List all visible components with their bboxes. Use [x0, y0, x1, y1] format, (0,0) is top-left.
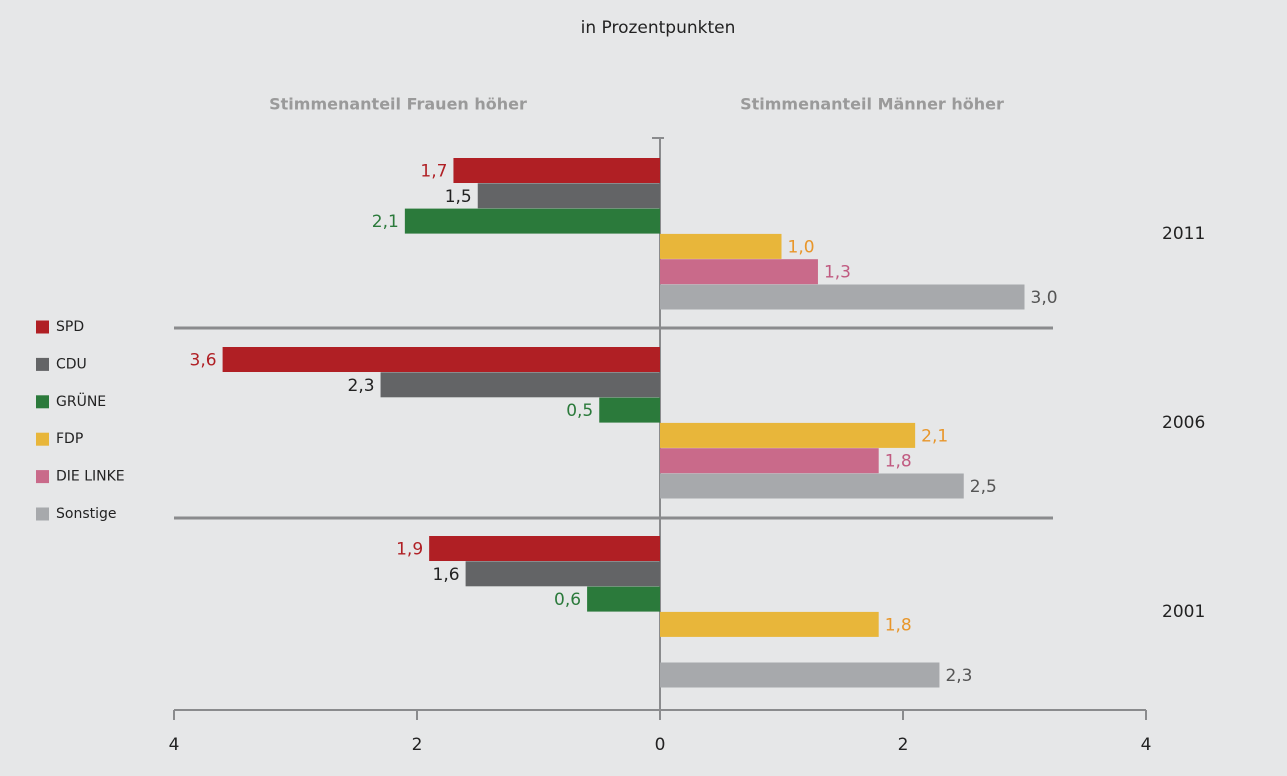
legend-label: FDP — [56, 431, 83, 447]
value-label: 1,3 — [824, 263, 851, 283]
value-label: 2,3 — [945, 666, 972, 686]
year-label: 2011 — [1162, 224, 1205, 244]
value-label: 1,9 — [396, 540, 423, 560]
chart-subtitle: in Prozentpunkten — [581, 18, 736, 38]
x-tick-label: 4 — [1141, 735, 1152, 755]
bar — [660, 473, 964, 499]
bar — [453, 158, 660, 183]
value-label: 0,5 — [566, 401, 593, 421]
bar — [660, 284, 1025, 310]
legend-label: SPD — [56, 319, 84, 335]
right-header: Stimmenanteil Männer höher — [740, 95, 1004, 114]
bar — [660, 422, 916, 448]
value-label: 2,5 — [970, 477, 997, 497]
bar — [660, 233, 782, 259]
value-label: 1,6 — [433, 565, 460, 585]
value-label: 1,7 — [420, 162, 447, 182]
legend-label: Sonstige — [56, 506, 117, 522]
value-label: 0,6 — [554, 590, 581, 610]
bar — [660, 259, 818, 285]
legend-swatch — [36, 432, 49, 446]
bar — [380, 372, 660, 398]
value-label: 1,5 — [445, 187, 472, 207]
value-label: 3,0 — [1031, 288, 1058, 308]
value-label: 1,8 — [885, 452, 912, 472]
bar — [477, 183, 660, 209]
value-label: 1,8 — [885, 615, 912, 635]
x-tick-label: 2 — [898, 735, 909, 755]
value-label: 2,3 — [348, 376, 375, 396]
x-tick-label: 4 — [169, 735, 180, 755]
bar — [660, 662, 940, 688]
legend-swatch — [36, 507, 49, 521]
legend-swatch — [36, 395, 49, 409]
value-label: 2,1 — [372, 212, 399, 232]
bar — [660, 611, 879, 637]
legend-label: DIE LINKE — [56, 469, 125, 485]
bar — [587, 586, 660, 612]
bar — [429, 536, 660, 561]
value-label: 1,0 — [788, 237, 815, 257]
bar — [465, 561, 660, 587]
year-label: 2001 — [1162, 602, 1205, 622]
left-header: Stimmenanteil Frauen höher — [269, 95, 527, 114]
legend-swatch — [36, 470, 49, 484]
legend-label: GRÜNE — [56, 392, 106, 410]
legend-label: CDU — [56, 356, 87, 372]
x-tick-label: 2 — [412, 735, 423, 755]
legend-swatch — [36, 320, 49, 334]
bar — [660, 448, 879, 474]
legend-swatch — [36, 357, 49, 371]
bar — [599, 397, 660, 423]
x-tick-label: 0 — [655, 735, 666, 755]
value-label: 2,1 — [921, 426, 948, 446]
value-label: 3,6 — [190, 351, 217, 371]
bar — [222, 347, 660, 372]
year-label: 2006 — [1162, 413, 1205, 433]
bar — [404, 208, 660, 234]
